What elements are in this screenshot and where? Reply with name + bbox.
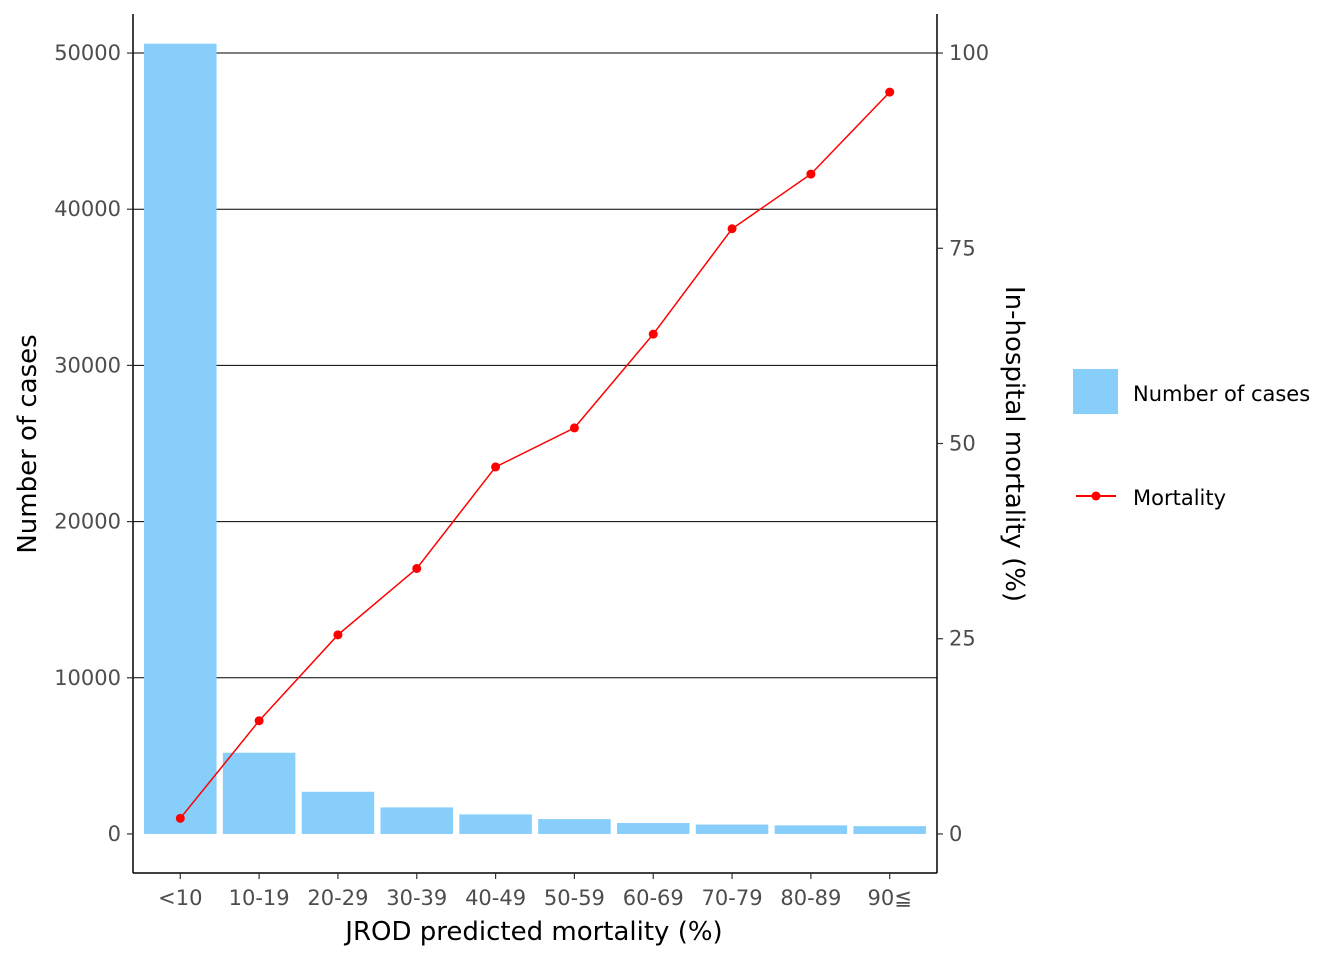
mortality-point	[254, 716, 264, 726]
y-tick-label: 10000	[54, 666, 121, 690]
bar	[695, 824, 769, 834]
x-axis-title: JROD predicted mortality (%)	[343, 917, 722, 947]
mortality-line-path	[179, 91, 891, 819]
mortality-point	[885, 87, 895, 97]
x-tick-label: 50-59	[544, 886, 605, 910]
left-y-ticks: 0 10000 20000 30000 40000 50000	[54, 41, 133, 846]
mortality-point	[412, 563, 422, 573]
right-y-ticks: 0 25 50 75 100	[937, 41, 989, 846]
mortality-point	[806, 169, 816, 179]
legend-label-line: Mortality	[1133, 486, 1226, 510]
x-tick-label: 90≦	[868, 886, 912, 910]
y2-tick-label: 75	[949, 236, 976, 260]
y2-tick-label: 25	[949, 627, 976, 651]
legend-label-bars: Number of cases	[1133, 382, 1310, 406]
bar	[616, 823, 690, 834]
mortality-point	[333, 630, 343, 640]
legend-key-point	[1091, 491, 1101, 501]
bar	[301, 791, 375, 834]
y2-axis-title: In-hospital mortality (%)	[999, 286, 1029, 602]
bar	[774, 825, 848, 834]
y-tick-label: 40000	[54, 197, 121, 221]
bar	[222, 752, 296, 834]
legend-key-bars	[1073, 369, 1118, 414]
x-tick-label: 40-49	[465, 886, 526, 910]
bar	[380, 807, 454, 834]
y-tick-label: 20000	[54, 510, 121, 534]
legend: Number of cases Mortality	[1073, 369, 1310, 510]
mortality-point	[175, 813, 185, 823]
x-tick-label: <10	[158, 886, 202, 910]
axes	[132, 14, 938, 874]
x-tick-label: 10-19	[229, 886, 290, 910]
bar	[538, 819, 611, 834]
x-tick-label: 30-39	[386, 886, 447, 910]
mortality-point	[648, 329, 658, 339]
bar	[144, 43, 217, 834]
x-tick-label: 70-79	[702, 886, 763, 910]
bars	[144, 43, 926, 834]
mortality-point	[491, 462, 501, 472]
y-tick-label: 30000	[54, 353, 121, 377]
x-tick-label: 60-69	[623, 886, 684, 910]
mortality-line	[175, 87, 895, 823]
bar	[459, 814, 532, 834]
y2-tick-label: 100	[949, 41, 989, 65]
mortality-point	[727, 224, 737, 234]
y-tick-label: 0	[108, 822, 121, 846]
y-tick-label: 50000	[54, 41, 121, 65]
x-ticks: <10 10-19 20-29 30-39 40-49 50-59 60-69 70-79 80…	[158, 873, 912, 910]
y2-tick-label: 50	[949, 432, 976, 456]
y-axis-title: Number of cases	[13, 334, 43, 553]
x-tick-label: 20-29	[307, 886, 368, 910]
bar	[853, 826, 926, 834]
mortality-point	[569, 423, 579, 433]
y2-tick-label: 0	[949, 822, 962, 846]
gridlines	[133, 52, 937, 679]
x-tick-label: 80-89	[780, 886, 841, 910]
